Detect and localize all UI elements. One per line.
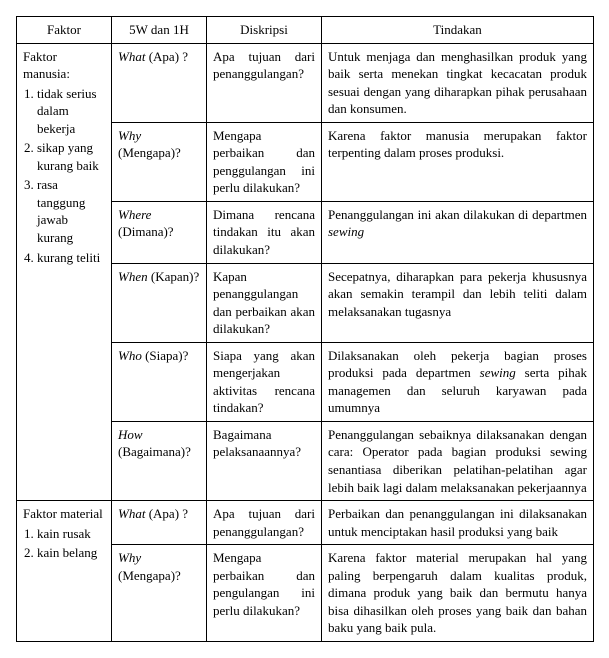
act-text: Penanggulangan ini akan dilakukan di dep…: [328, 207, 587, 222]
w-indonesian: (Kapan)?: [148, 269, 200, 284]
cell-5w1h: When (Kapan)?: [112, 263, 207, 342]
w-indonesian: (Siapa)?: [142, 348, 189, 363]
cell-tindakan: Perbaikan dan penanggulangan ini dilaksa…: [322, 501, 594, 545]
act-italic: sewing: [480, 365, 516, 380]
table-row: Faktor material kain rusak kain belang W…: [17, 501, 594, 545]
header-tindakan: Tindakan: [322, 17, 594, 44]
cell-tindakan: Untuk menjaga dan menghasilkan produk ya…: [322, 43, 594, 122]
cell-diskripsi: Dimana rencana tindakan itu akan dilakuk…: [207, 201, 322, 263]
cell-5w1h: What (Apa) ?: [112, 501, 207, 545]
cell-diskripsi: Apa tujuan dari penanggulangan?: [207, 501, 322, 545]
w-english: What: [118, 49, 145, 64]
cell-5w1h: How (Bagaimana)?: [112, 421, 207, 500]
analysis-table: Faktor 5W dan 1H Diskripsi Tindakan Fakt…: [16, 16, 594, 642]
header-5w1h: 5W dan 1H: [112, 17, 207, 44]
w-english: What: [118, 506, 145, 521]
table-header-row: Faktor 5W dan 1H Diskripsi Tindakan: [17, 17, 594, 44]
factor-item: tidak serius dalam bekerja: [37, 85, 105, 138]
w-english: When: [118, 269, 148, 284]
cell-tindakan: Karena faktor manusia merupakan faktor t…: [322, 122, 594, 201]
cell-tindakan: Secepatnya, diharapkan para pekerja khus…: [322, 263, 594, 342]
w-indonesian: (Dimana)?: [118, 224, 174, 239]
cell-diskripsi: Apa tujuan dari penanggulangan?: [207, 43, 322, 122]
header-faktor: Faktor: [17, 17, 112, 44]
cell-diskripsi: Siapa yang akan mengerjakan aktivitas re…: [207, 342, 322, 421]
w-english: Where: [118, 207, 151, 222]
factor-item: kain belang: [37, 544, 105, 562]
cell-diskripsi: Mengapa perbaikan dan penggulangan ini p…: [207, 122, 322, 201]
w-english: Who: [118, 348, 142, 363]
cell-5w1h: What (Apa) ?: [112, 43, 207, 122]
cell-5w1h: Where (Dimana)?: [112, 201, 207, 263]
factor-item: kain rusak: [37, 525, 105, 543]
factor-cell-material: Faktor material kain rusak kain belang: [17, 501, 112, 642]
factor-item: kurang teliti: [37, 249, 105, 267]
cell-tindakan: Penanggulangan ini akan dilakukan di dep…: [322, 201, 594, 263]
cell-5w1h: Why (Mengapa)?: [112, 122, 207, 201]
cell-diskripsi: Bagaimana pelaksanaannya?: [207, 421, 322, 500]
w-indonesian: (Mengapa)?: [118, 568, 181, 583]
header-diskripsi: Diskripsi: [207, 17, 322, 44]
cell-tindakan: Karena faktor material merupakan hal yan…: [322, 545, 594, 642]
factor-list: tidak serius dalam bekerja sikap yang ku…: [23, 85, 105, 266]
w-english: Why: [118, 128, 141, 143]
factor-title: Faktor manusia:: [23, 49, 70, 82]
w-english: Why: [118, 550, 141, 565]
w-indonesian: (Apa) ?: [145, 506, 188, 521]
cell-5w1h: Why (Mengapa)?: [112, 545, 207, 642]
cell-tindakan: Penanggulangan sebaiknya dilaksanakan de…: [322, 421, 594, 500]
cell-tindakan: Dilaksanakan oleh pekerja bagian proses …: [322, 342, 594, 421]
cell-5w1h: Who (Siapa)?: [112, 342, 207, 421]
table-row: Faktor manusia: tidak serius dalam beker…: [17, 43, 594, 122]
w-english: How: [118, 427, 143, 442]
w-indonesian: (Apa) ?: [145, 49, 188, 64]
cell-diskripsi: Mengapa perbaikan dan pengulangan ini pe…: [207, 545, 322, 642]
act-italic: sewing: [328, 224, 364, 239]
w-indonesian: (Mengapa)?: [118, 145, 181, 160]
w-indonesian: (Bagaimana)?: [118, 444, 191, 459]
factor-item: sikap yang kurang baik: [37, 139, 105, 174]
cell-diskripsi: Kapan penanggulangan dan perbaikan akan …: [207, 263, 322, 342]
factor-item: rasa tanggung jawab kurang: [37, 176, 105, 246]
factor-cell-manusia: Faktor manusia: tidak serius dalam beker…: [17, 43, 112, 501]
factor-list: kain rusak kain belang: [23, 525, 105, 562]
factor-title: Faktor material: [23, 506, 103, 521]
